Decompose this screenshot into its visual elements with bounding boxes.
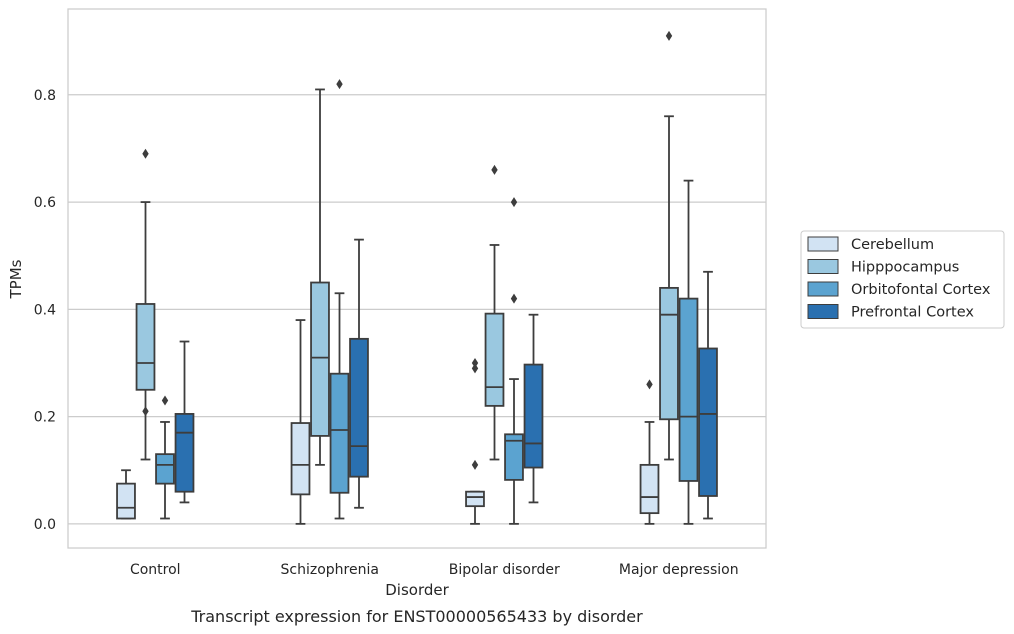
x-tick-label: Bipolar disorder xyxy=(449,562,560,578)
outlier-point xyxy=(646,379,653,390)
legend-label: Hipppocampus xyxy=(851,260,959,276)
outlier-point xyxy=(491,164,498,175)
y-tick-label: 0.8 xyxy=(34,88,56,104)
box-hipppocampus xyxy=(310,88,330,466)
x-axis-ticks: Control Schizophrenia Bipolar disorder Majo… xyxy=(130,562,739,578)
outlier-point xyxy=(142,148,149,159)
box-hipppocampus xyxy=(659,30,679,461)
y-axis-label: TPMs xyxy=(7,259,25,299)
box-prefrontal-cortex xyxy=(523,313,544,504)
legend-label: Prefrontal Cortex xyxy=(851,305,974,321)
box-iqr xyxy=(329,372,350,494)
x-axis-label: Disorder xyxy=(385,581,449,599)
box-iqr xyxy=(698,347,718,497)
legend-swatch xyxy=(807,304,839,319)
legend-swatch xyxy=(807,281,839,297)
legend: Cerebellum Hipppocampus Orbitofontal Corte… xyxy=(800,230,1005,329)
outlier-point xyxy=(161,395,169,406)
x-tick-label: Major depression xyxy=(619,562,739,578)
box-orbitofontal-cortex xyxy=(678,179,699,525)
box-iqr xyxy=(659,286,679,421)
outlier-point xyxy=(471,459,479,470)
legend-frame xyxy=(800,230,1005,329)
outlier-point xyxy=(665,30,673,41)
figure-caption: Transcript expression for ENST0000056543… xyxy=(190,607,643,626)
y-axis-ticks: 0.0 0.2 0.4 0.6 0.8 xyxy=(34,88,56,533)
boxes xyxy=(116,30,718,525)
legend-label: Orbitofontal Cortex xyxy=(851,282,991,298)
plot-area-frame xyxy=(67,8,767,549)
box-cerebellum xyxy=(639,379,660,525)
legend-swatch xyxy=(807,236,839,252)
box-orbitofontal-cortex xyxy=(504,197,524,525)
box-iqr xyxy=(135,303,156,391)
outlier-point xyxy=(471,363,479,374)
y-tick-label: 0.4 xyxy=(34,302,56,318)
box-hipppocampus xyxy=(484,164,505,461)
box-prefrontal-cortex xyxy=(174,340,195,504)
y-tick-label: 0.6 xyxy=(34,195,56,211)
y-tick-label: 0.0 xyxy=(34,517,56,533)
outlier-point xyxy=(336,79,343,90)
x-tick-label: Schizophrenia xyxy=(281,562,379,578)
box-orbitofontal-cortex xyxy=(329,79,350,520)
box-iqr xyxy=(639,463,660,515)
box-orbitofontal-cortex xyxy=(155,395,175,520)
box-iqr xyxy=(484,312,505,407)
box-iqr xyxy=(290,422,311,496)
box-prefrontal-cortex xyxy=(349,238,369,509)
box-iqr xyxy=(310,281,330,437)
legend-label: Cerebellum xyxy=(851,237,934,253)
box-cerebellum xyxy=(116,469,136,520)
box-cerebellum xyxy=(465,357,485,525)
box-iqr xyxy=(465,490,485,508)
outlier-point xyxy=(510,197,518,208)
box-cerebellum xyxy=(290,319,311,525)
box-iqr xyxy=(523,363,544,469)
outlier-point xyxy=(142,406,149,417)
outlier-point xyxy=(510,293,518,304)
box-iqr xyxy=(155,453,175,485)
y-tick-label: 0.2 xyxy=(34,410,56,426)
box-iqr xyxy=(349,337,369,478)
box-iqr xyxy=(174,413,195,493)
box-iqr xyxy=(678,297,699,482)
box-iqr xyxy=(504,433,524,481)
box-iqr xyxy=(116,482,136,520)
legend-swatch xyxy=(807,259,839,274)
box-hipppocampus xyxy=(135,148,156,461)
outlier-point xyxy=(471,357,479,368)
x-tick-label: Control xyxy=(130,562,181,578)
box-prefrontal-cortex xyxy=(698,270,718,520)
